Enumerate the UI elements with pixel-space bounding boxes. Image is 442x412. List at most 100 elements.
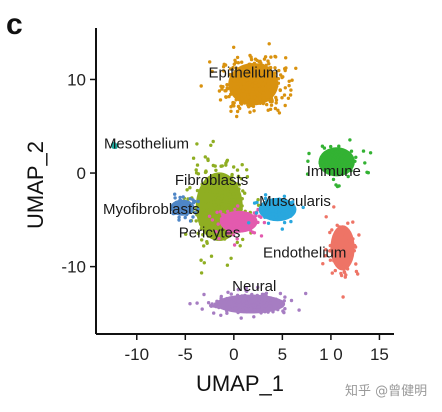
cell-point [240, 214, 244, 218]
cell-point [242, 82, 246, 86]
cell-point [259, 215, 263, 219]
cluster-epithelium [199, 42, 298, 119]
cell-point [242, 67, 246, 71]
cell-point [342, 160, 347, 165]
cell-point [337, 168, 341, 172]
cell-point [346, 221, 350, 225]
cell-point [184, 232, 188, 236]
cell-point [188, 302, 192, 306]
cell-point [271, 310, 275, 314]
cell-point [232, 45, 236, 49]
cell-point [217, 227, 222, 231]
cell-point [211, 214, 215, 219]
panel-letter: c [6, 8, 23, 41]
cell-point [178, 195, 182, 200]
cell-point [195, 188, 200, 193]
cell-point [212, 200, 216, 205]
cell-point [177, 215, 181, 219]
cell-point [274, 84, 279, 88]
cell-point [245, 175, 250, 179]
cell-point [229, 87, 233, 91]
cell-point [337, 253, 342, 257]
cell-point [269, 72, 273, 76]
cell-point [271, 202, 275, 207]
cell-point [267, 79, 271, 83]
cell-point [348, 138, 352, 142]
cell-point [219, 294, 223, 299]
cell-point [253, 308, 257, 313]
cell-point [202, 208, 206, 212]
cell-point [205, 180, 209, 184]
cell-point [278, 300, 282, 304]
cell-point [328, 243, 332, 248]
cell-point [257, 87, 261, 91]
cell-point [325, 162, 330, 167]
cluster-mesothelium [111, 141, 119, 149]
cell-point [235, 240, 239, 245]
cell-point [207, 214, 212, 218]
cell-point [185, 188, 189, 192]
cell-point [251, 104, 256, 109]
cell-point [248, 110, 252, 114]
cluster-labels-layer: Epithelium Mesothelium Immune Fibroblasts My… [103, 65, 361, 295]
cell-point [346, 174, 350, 179]
x-tick-label: 15 [370, 345, 389, 364]
cell-point [269, 55, 273, 59]
cell-point [262, 220, 267, 225]
cell-point [225, 217, 229, 222]
cell-point [240, 197, 244, 201]
cell-point [229, 89, 234, 94]
cell-point [201, 189, 205, 193]
cell-point [180, 202, 184, 206]
cell-point [286, 96, 291, 101]
cell-point [220, 87, 224, 91]
cell-point [199, 202, 203, 206]
cell-point [342, 270, 346, 274]
cell-point [225, 263, 230, 267]
cell-point [276, 77, 281, 81]
cell-point [252, 61, 257, 65]
cell-point [236, 204, 240, 208]
cell-point [233, 90, 238, 94]
cell-point [237, 216, 241, 221]
cell-point [204, 199, 208, 204]
cell-point [240, 97, 244, 101]
cell-point [202, 261, 206, 265]
cell-point [229, 189, 234, 194]
cell-point [353, 159, 357, 163]
cell-point [249, 306, 253, 311]
cell-point [223, 237, 227, 241]
cell-point [229, 256, 233, 260]
cell-point [218, 98, 223, 102]
cell-point [173, 196, 177, 200]
cell-point [335, 158, 339, 162]
cell-point [232, 243, 237, 247]
cell-point [247, 72, 251, 76]
cell-point [294, 66, 298, 71]
cell-point [217, 89, 222, 93]
cell-point [289, 88, 293, 92]
cell-point [258, 295, 262, 299]
cell-point [336, 248, 341, 252]
cell-point [249, 55, 253, 59]
cell-point [247, 221, 251, 225]
cell-point [233, 58, 237, 62]
cell-point [339, 157, 344, 161]
cell-point [239, 316, 243, 320]
cell-point [266, 85, 271, 89]
x-tick-label: -10 [124, 345, 149, 364]
cell-point [354, 269, 359, 274]
cell-point [291, 200, 295, 204]
cell-point [271, 216, 275, 220]
cell-point [200, 307, 204, 311]
cell-point [353, 243, 357, 248]
cell-point [336, 150, 341, 154]
cell-point [258, 97, 262, 101]
cell-point [236, 287, 240, 292]
cell-point [331, 157, 335, 162]
cell-point [194, 219, 198, 223]
cell-point [273, 106, 278, 111]
cell-point [333, 147, 337, 151]
cell-point [178, 198, 182, 203]
cell-point [203, 182, 207, 186]
